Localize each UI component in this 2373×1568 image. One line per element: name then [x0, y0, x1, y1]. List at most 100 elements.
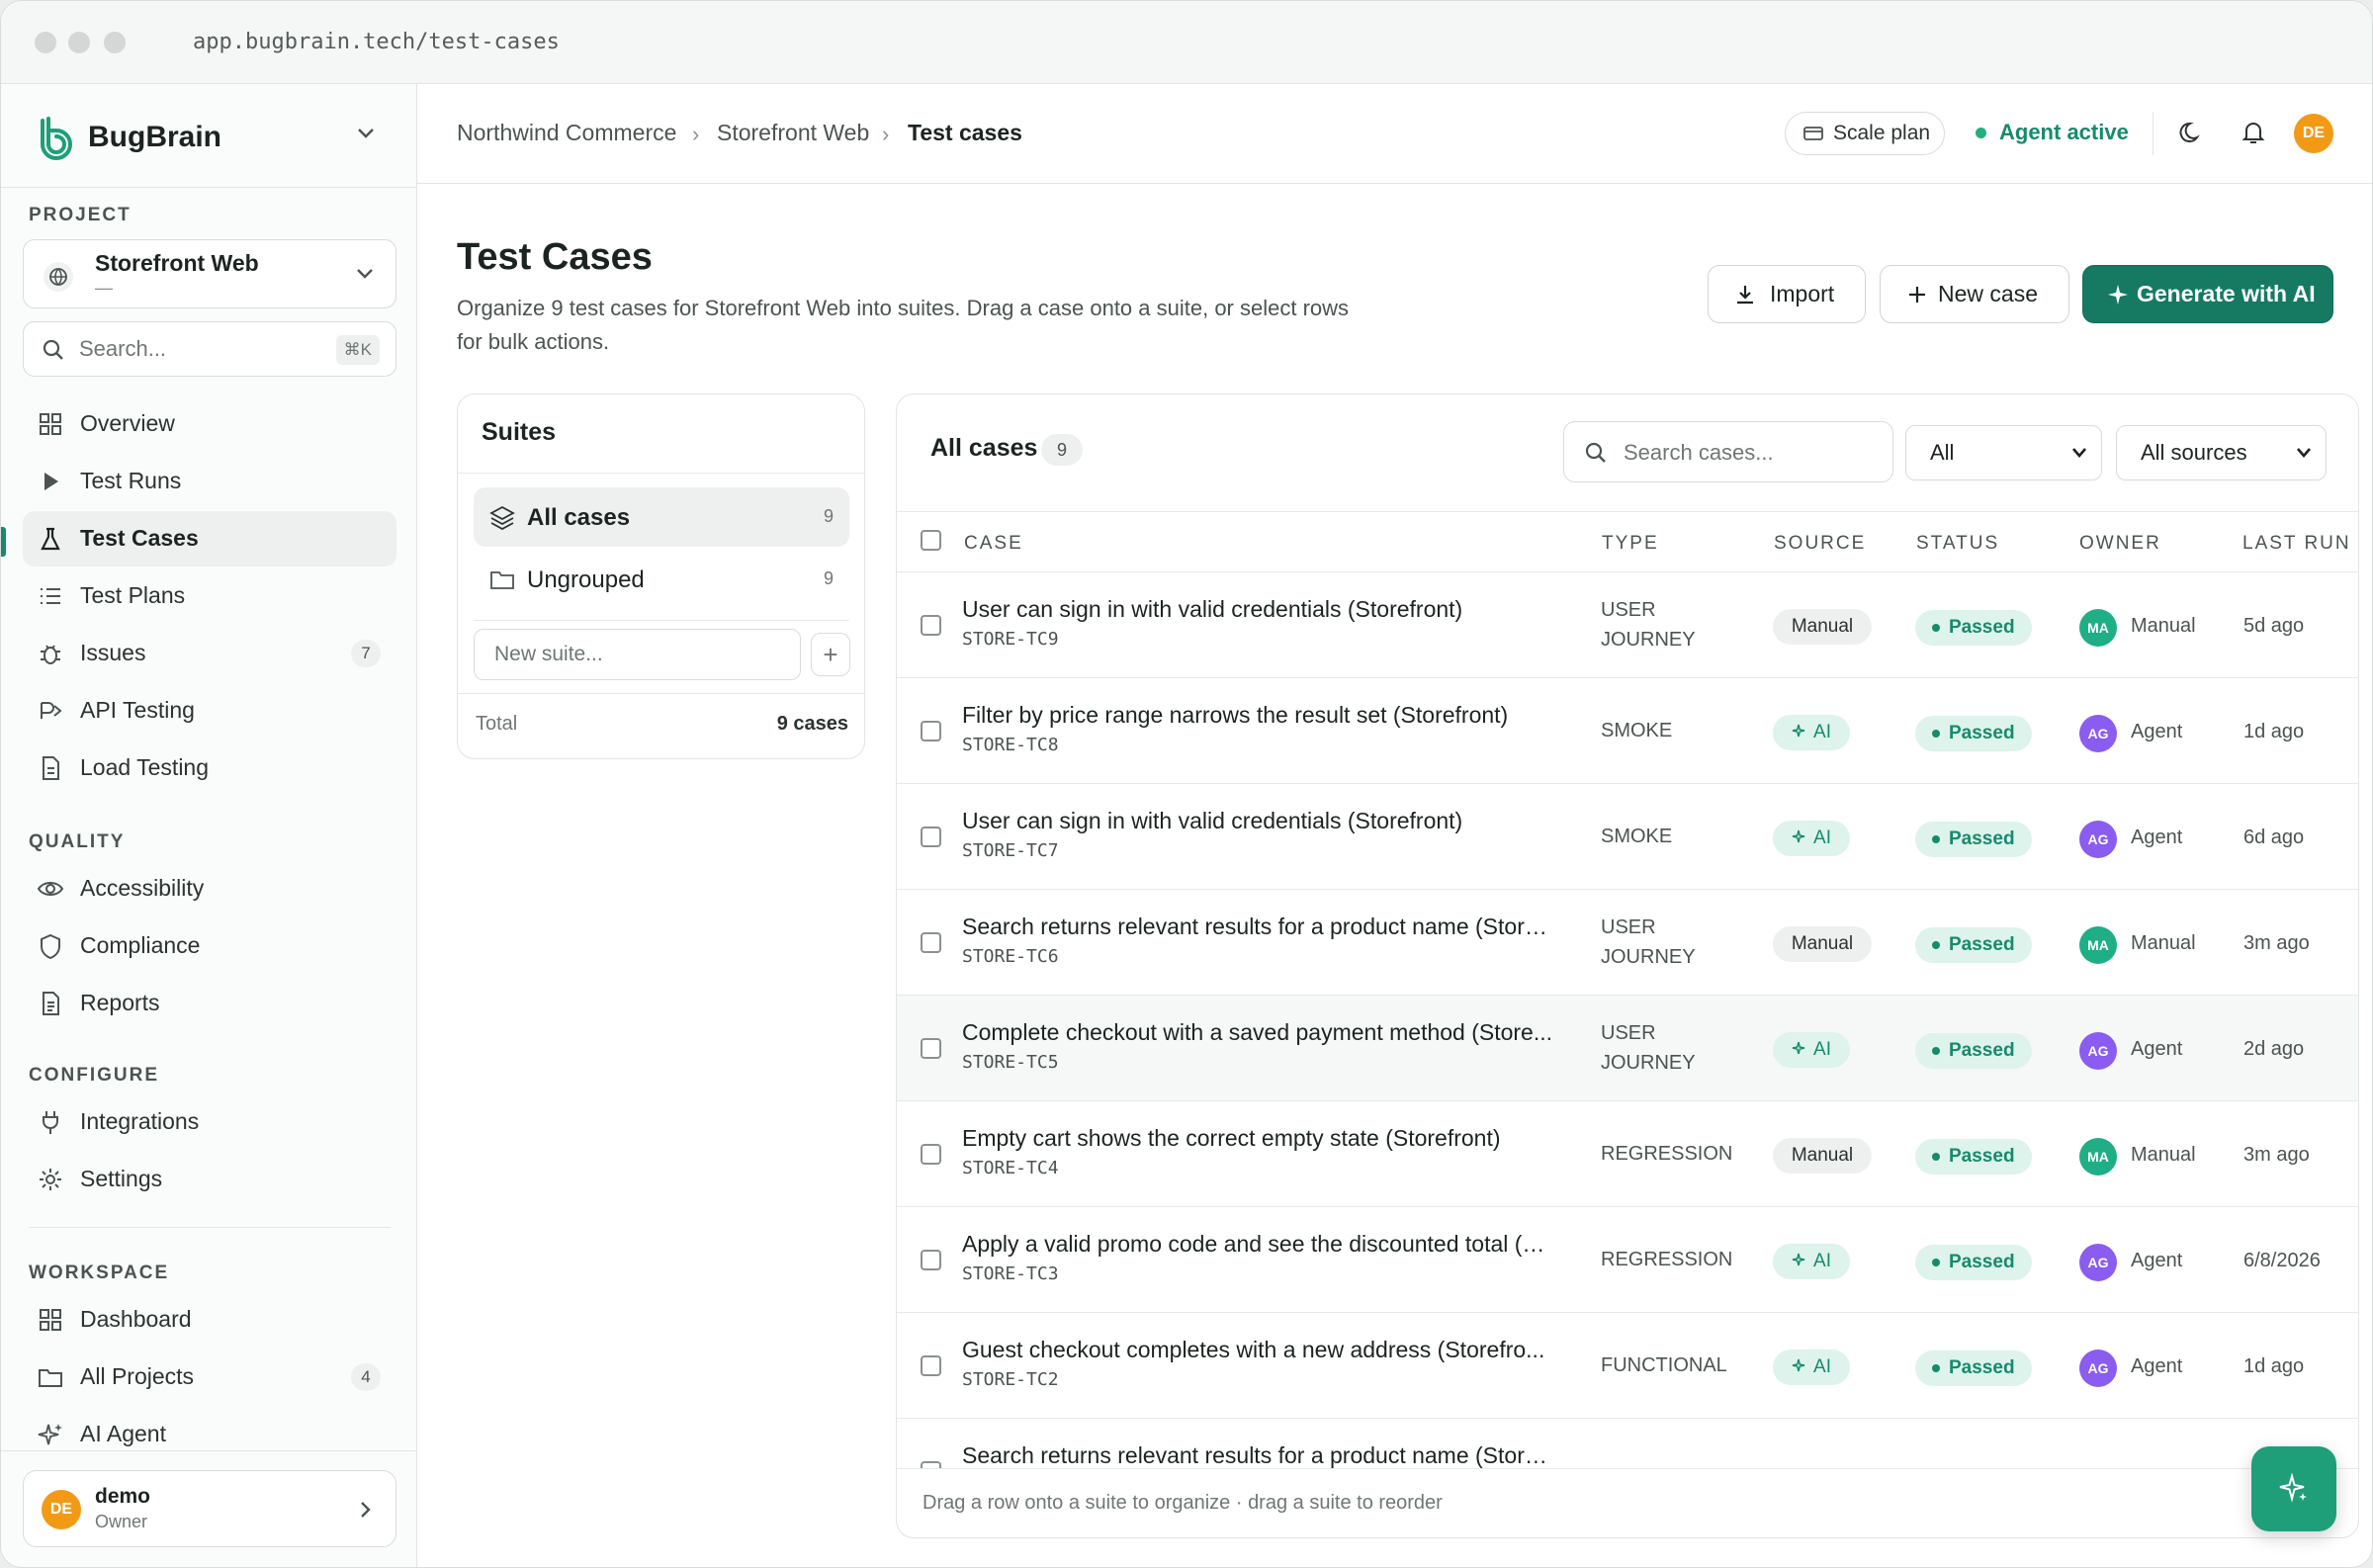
row-checkbox[interactable]	[921, 1355, 941, 1376]
avatar[interactable]: DE	[2294, 114, 2333, 153]
row-checkbox[interactable]	[921, 1038, 941, 1059]
agent-status[interactable]: Agent active	[1976, 120, 2129, 145]
case-title[interactable]: Complete checkout with a saved payment m…	[962, 1019, 1553, 1045]
layers-icon	[489, 505, 515, 530]
list-icon	[41, 588, 60, 604]
table-row[interactable]: User can sign in with valid credentials …	[897, 572, 2358, 678]
ai-assistant-button[interactable]	[2251, 1446, 2336, 1531]
source-label: AI	[1813, 1356, 1831, 1377]
owner-name: Manual	[2131, 615, 2196, 637]
sidebar-item-test-plans[interactable]: Test Plans	[23, 568, 396, 624]
sidebar-item-dashboard[interactable]: Dashboard	[23, 1292, 396, 1348]
sparkle-icon	[2108, 285, 2128, 305]
window-minimize-dot[interactable]	[68, 32, 90, 53]
case-title[interactable]: Guest checkout completes with a new addr…	[962, 1337, 1545, 1362]
column-header-type[interactable]: TYPE	[1602, 533, 1659, 554]
sidebar-search[interactable]: Search... ⌘K	[23, 321, 396, 377]
window-close-dot[interactable]	[35, 32, 56, 53]
status-badge: Passed	[1915, 927, 2032, 963]
status-badge: Passed	[1915, 610, 2032, 646]
chevron-down-icon[interactable]	[357, 128, 375, 139]
breadcrumb-org[interactable]: Northwind Commerce	[457, 120, 677, 145]
sidebar-search-placeholder: Search...	[79, 336, 167, 361]
table-row[interactable]: Apply a valid promo code and see the dis…	[897, 1207, 2358, 1313]
total-value: 9 cases	[776, 713, 848, 735]
column-header-last-run[interactable]: LAST RUN	[2242, 533, 2351, 554]
case-search-input[interactable]: Search cases...	[1563, 421, 1893, 482]
sidebar-item-label: Overview	[80, 410, 175, 436]
sidebar-item-accessibility[interactable]: Accessibility	[23, 861, 396, 916]
case-title[interactable]: User can sign in with valid credentials …	[962, 596, 1463, 622]
new-suite-input[interactable]: New suite...	[474, 629, 801, 680]
sidebar-item-test-runs[interactable]: Test Runs	[23, 454, 396, 509]
sidebar-item-reports[interactable]: Reports	[23, 976, 396, 1031]
row-checkbox[interactable]	[921, 932, 941, 953]
suite-count: 9	[823, 568, 834, 588]
sidebar-item-test-cases[interactable]: Test Cases	[23, 511, 396, 566]
project-selector[interactable]: Storefront Web —	[23, 239, 396, 308]
case-title[interactable]: Empty cart shows the correct empty state…	[962, 1125, 1501, 1151]
case-type: USER JOURNEY	[1601, 916, 1696, 968]
plus-icon	[1909, 287, 1925, 303]
case-title[interactable]: Filter by price range narrows the result…	[962, 702, 1509, 728]
column-header-source[interactable]: SOURCE	[1774, 533, 1867, 554]
source-filter-select[interactable]: All sources	[2116, 425, 2327, 480]
window-maximize-dot[interactable]	[104, 32, 126, 53]
sidebar-item-all-projects[interactable]: All Projects 4	[23, 1350, 396, 1405]
chevron-right-icon: ›	[692, 122, 700, 146]
table-row[interactable]: Empty cart shows the correct empty state…	[897, 1101, 2358, 1207]
brand[interactable]: BugBrain	[35, 112, 221, 163]
case-title[interactable]: Search returns relevant results for a pr…	[962, 1442, 1555, 1468]
address-bar[interactable]: app.bugbrain.tech/test-cases	[167, 21, 879, 64]
add-suite-button[interactable]: +	[811, 633, 850, 676]
source-badge: AI	[1773, 1244, 1850, 1279]
moon-icon[interactable]	[2177, 118, 2207, 147]
row-checkbox[interactable]	[921, 1250, 941, 1270]
sidebar-item-label: AI Agent	[80, 1421, 166, 1446]
sidebar-item-settings[interactable]: Settings	[23, 1152, 396, 1207]
plan-badge[interactable]: Scale plan	[1785, 112, 1945, 155]
cases-title: All cases	[930, 434, 1038, 462]
sidebar-item-compliance[interactable]: Compliance	[23, 918, 396, 974]
table-row[interactable]: Search returns relevant results for a pr…	[897, 890, 2358, 996]
bell-icon[interactable]	[2239, 118, 2268, 147]
table-row[interactable]: Guest checkout completes with a new addr…	[897, 1313, 2358, 1419]
sidebar-item-issues[interactable]: Issues 7	[23, 626, 396, 681]
case-title[interactable]: Search returns relevant results for a pr…	[962, 914, 1555, 939]
table-row[interactable]: User can sign in with valid credentials …	[897, 784, 2358, 890]
column-header-status[interactable]: STATUS	[1916, 533, 2000, 554]
type-filter-value: All	[1930, 440, 1955, 465]
new-case-button[interactable]: New case	[1880, 265, 2069, 323]
sidebar-item-load-testing[interactable]: Load Testing	[23, 740, 396, 796]
case-title[interactable]: User can sign in with valid credentials …	[962, 808, 1463, 833]
row-checkbox[interactable]	[921, 721, 941, 741]
column-header-owner[interactable]: OWNER	[2079, 533, 2161, 554]
grid-icon	[40, 413, 61, 435]
sidebar-item-ai-agent[interactable]: AI Agent	[23, 1407, 396, 1462]
last-run: 3m ago	[2243, 932, 2310, 954]
user-menu[interactable]: DE demo Owner	[23, 1470, 396, 1547]
type-filter-select[interactable]: All	[1905, 425, 2102, 480]
last-run: 6/8/2026	[2243, 1250, 2321, 1271]
table-row[interactable]: Complete checkout with a saved payment m…	[897, 996, 2358, 1101]
sidebar-item-api-testing[interactable]: API Testing	[23, 683, 396, 739]
avatar: AG	[2079, 1032, 2117, 1070]
sidebar-item-overview[interactable]: Overview	[23, 396, 396, 452]
sidebar-item-integrations[interactable]: Integrations	[23, 1094, 396, 1150]
column-header-case[interactable]: CASE	[964, 533, 1023, 554]
table-row[interactable]: Filter by price range narrows the result…	[897, 678, 2358, 784]
source-badge: AI	[1773, 1032, 1850, 1068]
import-button[interactable]: Import	[1708, 265, 1866, 323]
generate-with-ai-button[interactable]: Generate with AI	[2082, 265, 2333, 323]
row-checkbox[interactable]	[921, 827, 941, 847]
suite-all-cases[interactable]: All cases 9	[474, 487, 849, 547]
row-checkbox[interactable]	[921, 615, 941, 636]
breadcrumb-project[interactable]: Storefront Web	[717, 120, 870, 145]
sidebar-item-label: Issues	[80, 640, 146, 665]
row-checkbox[interactable]	[921, 1144, 941, 1165]
suite-ungrouped[interactable]: Ungrouped 9	[474, 550, 849, 609]
source-badge: Manual	[1773, 1138, 1872, 1174]
select-all-checkbox[interactable]	[921, 530, 941, 551]
page-description: Organize 9 test cases for Storefront Web…	[457, 296, 1350, 354]
case-title[interactable]: Apply a valid promo code and see the dis…	[962, 1231, 1555, 1257]
